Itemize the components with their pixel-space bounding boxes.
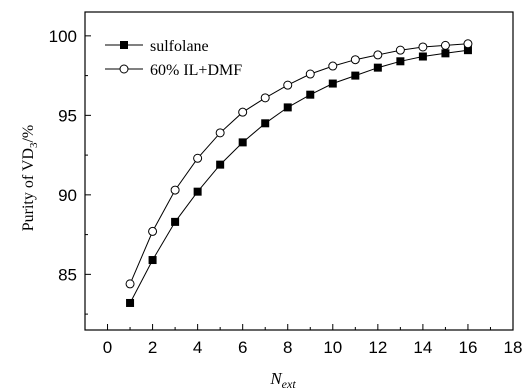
data-point (125, 279, 135, 289)
data-point (216, 160, 225, 169)
x-tick-label: 18 (504, 338, 523, 357)
data-point (171, 217, 180, 226)
legend-marker-il-dmf (119, 64, 129, 74)
data-point (126, 298, 135, 307)
data-point (440, 40, 450, 50)
x-tick-label: 10 (323, 338, 342, 357)
series-0 (126, 46, 472, 307)
x-axis-label-subscript: ext (282, 377, 297, 390)
data-point (463, 46, 472, 55)
y-axis-label-main: Purity of VD (20, 148, 37, 231)
series-line (129, 43, 468, 285)
series-1 (125, 39, 473, 289)
x-tick-label: 4 (193, 338, 202, 357)
data-point (395, 45, 405, 55)
data-point (441, 49, 450, 58)
y-tick-label: 85 (58, 265, 77, 284)
series-line (129, 49, 468, 304)
data-point (193, 153, 203, 163)
legend-label-sulfolane: sulfolane (150, 38, 209, 55)
x-tick-label: 6 (238, 338, 247, 357)
data-point (418, 52, 427, 61)
data-point (350, 55, 360, 65)
data-point (193, 187, 202, 196)
data-point (351, 71, 360, 80)
series-layer (125, 39, 473, 307)
y-tick-label: 100 (49, 27, 77, 46)
legend: sulfolane 60% IL+DMF (105, 38, 242, 79)
data-point (148, 226, 158, 236)
data-point (306, 90, 315, 99)
x-tick-label: 0 (103, 338, 112, 357)
data-point (148, 256, 157, 265)
legend-label-il-dmf: 60% IL+DMF (150, 62, 242, 79)
data-point (283, 103, 292, 112)
y-axis-label: Purity of VD3/% (20, 125, 40, 232)
data-point (373, 50, 383, 60)
data-point (463, 39, 473, 49)
x-tick-label: 14 (413, 338, 432, 357)
data-point (305, 69, 315, 79)
data-point (260, 93, 270, 103)
data-point (170, 185, 180, 195)
data-point (373, 63, 382, 72)
x-tick-label: 8 (283, 338, 292, 357)
y-axis-label-subscript: 3 (28, 142, 40, 148)
data-point (328, 79, 337, 88)
y-tick-label: 90 (58, 186, 77, 205)
y-tick-label: 95 (58, 106, 77, 125)
data-point (215, 128, 225, 138)
data-point (418, 42, 428, 52)
data-point (261, 119, 270, 128)
x-tick-label: 12 (368, 338, 387, 357)
axis-ticks: 0 2 4 6 8 10 12 14 16 18 85 90 95 100 (49, 27, 523, 357)
data-point (238, 107, 248, 117)
data-point (283, 80, 293, 90)
y-axis-label-tail: /% (20, 125, 37, 143)
legend-marker-sulfolane (120, 41, 128, 49)
data-point (396, 57, 405, 66)
x-axis-label: Next (269, 369, 296, 390)
x-tick-label: 2 (148, 338, 157, 357)
data-point (328, 61, 338, 71)
data-point (238, 138, 247, 147)
x-axis-label-main: N (269, 369, 283, 388)
plot-area-frame (84, 11, 514, 331)
x-tick-label: 16 (458, 338, 477, 357)
